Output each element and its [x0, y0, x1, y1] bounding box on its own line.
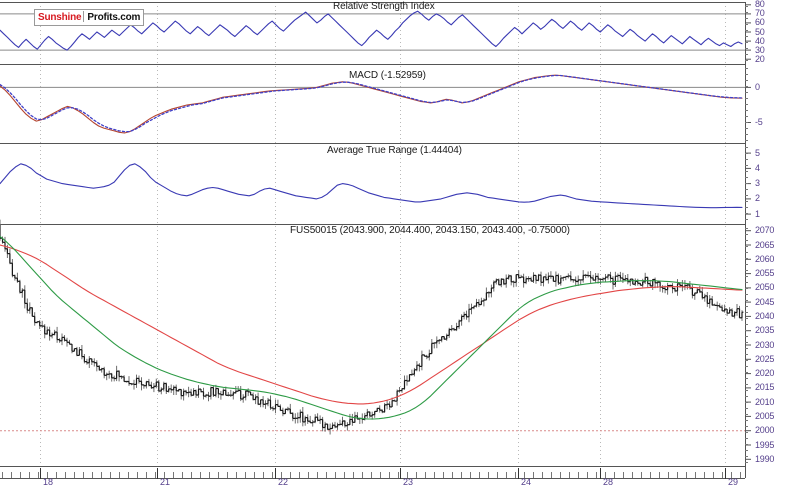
y-axis-label-price-2030: 2030 [755, 339, 775, 350]
y-axis-label-atr-2: 2 [755, 193, 760, 204]
y-axis-label-price-2025: 2025 [755, 353, 775, 364]
y-axis-label-rsi-40: 40 [755, 35, 765, 46]
y-axis-label-price-2000: 2000 [755, 425, 775, 436]
series-line-macd-macd [0, 74, 743, 134]
x-axis-label-24: 24 [521, 477, 532, 487]
y-axis-label-rsi-80: 80 [755, 0, 765, 10]
x-axis-label-18: 18 [43, 477, 54, 487]
series-line-price-ma-slow [0, 244, 743, 405]
candlestick-series [0, 219, 744, 435]
y-axis-label-rsi-60: 60 [755, 17, 765, 28]
series-line-macd-signal [0, 74, 743, 133]
series-line-rsi-rsi [0, 10, 743, 51]
y-axis-label-price-2040: 2040 [755, 310, 775, 321]
y-axis-label-atr-1: 1 [755, 208, 760, 219]
y-axis-label-price-1990: 1990 [755, 453, 775, 464]
y-axis-label-macd--5: -5 [755, 116, 763, 127]
panel-title-macd: MACD (-1.52959) [349, 70, 426, 81]
y-axis-label-atr-3: 3 [755, 178, 760, 189]
y-axis-label-price-2020: 2020 [755, 368, 775, 379]
x-axis-label-22: 22 [278, 477, 289, 487]
watermark-sunshine-profits: Sunshine Profits.com [34, 9, 145, 26]
y-axis-label-rsi-30: 30 [755, 44, 765, 55]
y-axis-label-price-2050: 2050 [755, 282, 775, 293]
panel-title-atr: Average True Range (1.44404) [327, 145, 462, 156]
series-line-atr-atr [0, 163, 743, 209]
y-axis-label-atr-5: 5 [755, 147, 760, 158]
x-axis-label-28: 28 [603, 477, 614, 487]
y-axis-label-macd-0: 0 [755, 81, 760, 92]
watermark-brand-primary: Sunshine [38, 12, 82, 23]
watermark-brand-secondary: Profits.com [87, 12, 141, 23]
y-axis-label-rsi-70: 70 [755, 8, 765, 19]
series-line-price-ma-fast [0, 235, 743, 420]
watermark-divider [83, 11, 85, 22]
x-axis-label-29: 29 [728, 477, 739, 487]
y-axis-label-price-2065: 2065 [755, 239, 775, 250]
y-axis-label-rsi-20: 20 [755, 53, 765, 64]
y-axis-label-atr-4: 4 [755, 162, 760, 173]
y-axis-label-price-2015: 2015 [755, 382, 775, 393]
y-axis-label-price-2055: 2055 [755, 268, 775, 279]
y-axis-label-price-2045: 2045 [755, 296, 775, 307]
y-axis-label-price-2070: 2070 [755, 225, 775, 236]
y-axis-label-rsi-50: 50 [755, 26, 765, 37]
panel-title-rsi: Relative Strength Index [333, 1, 435, 12]
x-axis-label-21: 21 [160, 477, 171, 487]
y-axis-label-price-2035: 2035 [755, 325, 775, 336]
y-axis-label-price-2060: 2060 [755, 253, 775, 264]
y-axis-label-price-2010: 2010 [755, 396, 775, 407]
x-axis-label-23: 23 [403, 477, 414, 487]
y-axis-label-price-1995: 1995 [755, 439, 775, 450]
panel-title-price: FUS50015 (2043.900, 2044.400, 2043.150, … [290, 225, 570, 236]
y-axis-label-price-2005: 2005 [755, 410, 775, 421]
